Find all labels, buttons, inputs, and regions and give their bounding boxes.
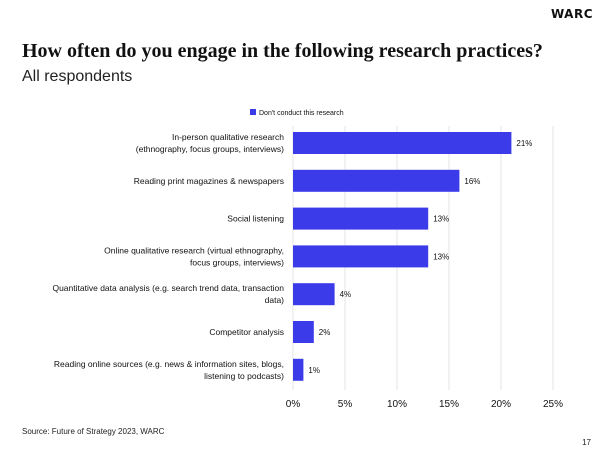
x-tick-label-10: 10% xyxy=(387,399,407,410)
x-tick-label-5: 5% xyxy=(338,399,353,410)
value-label-1: 21% xyxy=(516,139,532,148)
bar-6 xyxy=(293,321,314,343)
category-label-1-line-1: In-person qualitative research xyxy=(172,132,284,142)
x-tick-label-15: 15% xyxy=(439,399,459,410)
bar-5 xyxy=(293,283,335,306)
category-label-5-line-1: Quantitative data analysis (e.g. search … xyxy=(52,283,284,293)
category-label-6: Competitor analysis xyxy=(209,327,284,337)
bar-1 xyxy=(293,132,512,154)
x-tick-label-20: 20% xyxy=(491,399,511,410)
warc-logo: WARC xyxy=(550,7,593,21)
chart-subtitle: All respondents xyxy=(22,68,133,85)
value-label-2: 16% xyxy=(464,177,480,186)
category-label-7-line-2: listening to podcasts) xyxy=(204,371,284,381)
category-label-3: Social listening xyxy=(227,214,284,224)
legend-swatch xyxy=(250,109,256,115)
value-label-3: 13% xyxy=(433,215,449,224)
bar-4 xyxy=(293,245,429,268)
value-label-6: 2% xyxy=(319,328,331,337)
chart-title: How often do you engage in the following… xyxy=(22,40,543,62)
category-label-1-line-2: (ethnography, focus groups, interviews) xyxy=(136,144,284,154)
legend-label: Don't conduct this research xyxy=(259,110,344,117)
x-tick-label-25: 25% xyxy=(543,399,563,410)
category-label-5-line-2: data) xyxy=(265,295,285,305)
page-number: 17 xyxy=(582,438,591,447)
source-note: Source: Future of Strategy 2023, WARC xyxy=(22,427,165,436)
category-label-4-line-1: Online qualitative research (virtual eth… xyxy=(104,245,284,255)
bar-2 xyxy=(293,169,460,192)
bar-7 xyxy=(293,358,304,381)
category-label-7-line-1: Reading online sources (e.g. news & info… xyxy=(54,359,284,369)
x-tick-label-0: 0% xyxy=(286,399,301,410)
category-label-4-line-2: focus groups, interviews) xyxy=(190,257,284,267)
value-label-7: 1% xyxy=(308,366,320,375)
category-label-2: Reading print magazines & newspapers xyxy=(134,176,284,186)
value-label-4: 13% xyxy=(433,252,449,261)
value-label-5: 4% xyxy=(340,290,352,299)
bar-3 xyxy=(293,207,429,230)
